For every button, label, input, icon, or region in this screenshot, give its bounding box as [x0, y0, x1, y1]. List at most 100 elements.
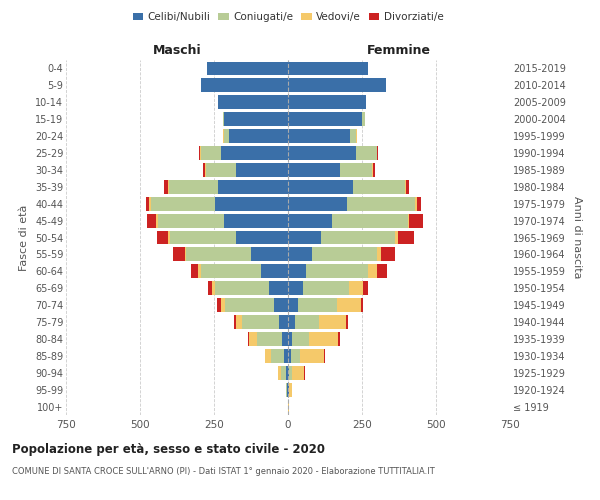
Bar: [257, 332, 282, 346]
Bar: [288, 129, 350, 143]
Bar: [291, 349, 300, 363]
Text: Maschi: Maschi: [152, 44, 202, 57]
Bar: [200, 78, 288, 92]
Bar: [289, 382, 292, 396]
Bar: [169, 180, 218, 194]
Bar: [408, 214, 409, 228]
Bar: [191, 264, 198, 278]
Bar: [288, 96, 367, 109]
Bar: [164, 180, 167, 194]
Bar: [288, 315, 295, 329]
Bar: [319, 315, 346, 329]
Bar: [303, 282, 349, 295]
Bar: [156, 214, 158, 228]
Bar: [337, 298, 361, 312]
Bar: [224, 214, 288, 228]
Bar: [356, 146, 377, 160]
Bar: [201, 146, 221, 160]
Bar: [236, 315, 242, 329]
Bar: [288, 298, 298, 312]
Bar: [248, 332, 257, 346]
Bar: [158, 214, 224, 228]
Bar: [373, 163, 375, 177]
Bar: [353, 180, 405, 194]
Bar: [149, 197, 151, 210]
Bar: [338, 332, 340, 346]
Bar: [284, 349, 288, 363]
Bar: [415, 197, 417, 210]
Bar: [364, 282, 368, 295]
Bar: [377, 248, 381, 262]
Bar: [395, 230, 398, 244]
Bar: [187, 248, 251, 262]
Text: Femmine: Femmine: [367, 44, 431, 57]
Text: Popolazione per età, sesso e stato civile - 2020: Popolazione per età, sesso e stato civil…: [12, 442, 325, 456]
Bar: [221, 146, 288, 160]
Bar: [223, 112, 224, 126]
Bar: [309, 332, 338, 346]
Bar: [208, 282, 212, 295]
Bar: [298, 298, 337, 312]
Bar: [206, 62, 288, 76]
Bar: [286, 382, 287, 396]
Bar: [274, 298, 288, 312]
Bar: [215, 197, 288, 210]
Bar: [236, 163, 288, 177]
Bar: [292, 332, 309, 346]
Bar: [289, 366, 292, 380]
Bar: [288, 78, 386, 92]
Bar: [405, 180, 406, 194]
Bar: [225, 298, 274, 312]
Bar: [212, 282, 215, 295]
Bar: [288, 163, 340, 177]
Bar: [271, 349, 284, 363]
Bar: [205, 163, 206, 177]
Bar: [200, 264, 262, 278]
Bar: [349, 282, 364, 295]
Bar: [203, 163, 205, 177]
Bar: [288, 230, 320, 244]
Bar: [295, 315, 319, 329]
Bar: [200, 146, 201, 160]
Bar: [306, 264, 368, 278]
Bar: [224, 112, 288, 126]
Bar: [288, 146, 356, 160]
Bar: [362, 112, 365, 126]
Bar: [235, 315, 236, 329]
Bar: [198, 264, 200, 278]
Bar: [332, 214, 408, 228]
Bar: [282, 332, 288, 346]
Bar: [346, 315, 348, 329]
Bar: [406, 180, 409, 194]
Bar: [417, 197, 421, 210]
Bar: [173, 248, 185, 262]
Bar: [269, 282, 288, 295]
Bar: [381, 248, 395, 262]
Bar: [281, 366, 286, 380]
Bar: [368, 264, 377, 278]
Bar: [236, 230, 288, 244]
Bar: [278, 366, 281, 380]
Bar: [350, 129, 356, 143]
Bar: [288, 214, 332, 228]
Bar: [288, 282, 303, 295]
Bar: [185, 248, 187, 262]
Bar: [288, 366, 289, 380]
Bar: [286, 366, 288, 380]
Bar: [218, 180, 288, 194]
Bar: [311, 248, 377, 262]
Bar: [320, 230, 395, 244]
Bar: [146, 197, 149, 210]
Bar: [288, 332, 292, 346]
Bar: [218, 96, 288, 109]
Legend: Celibi/Nubili, Coniugati/e, Vedovi/e, Divorziati/e: Celibi/Nubili, Coniugati/e, Vedovi/e, Di…: [128, 8, 448, 26]
Bar: [288, 349, 291, 363]
Y-axis label: Fasce di età: Fasce di età: [19, 204, 29, 270]
Bar: [300, 349, 323, 363]
Bar: [347, 197, 415, 210]
Bar: [292, 366, 304, 380]
Bar: [288, 180, 353, 194]
Bar: [265, 349, 271, 363]
Bar: [251, 248, 288, 262]
Bar: [151, 197, 215, 210]
